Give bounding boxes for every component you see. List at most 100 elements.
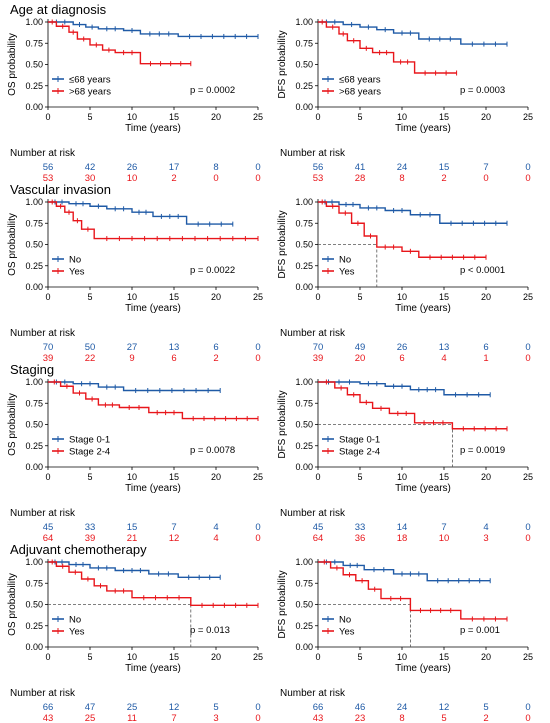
y-axis-label: OS probability [7, 393, 18, 456]
p-value: p = 0.013 [190, 625, 230, 636]
legend-label: No [69, 255, 81, 266]
legend-label: Stage 0-1 [339, 435, 380, 446]
y-tick-label: 0.25 [25, 261, 43, 271]
risk-count: 21 [127, 533, 138, 544]
x-tick-label: 5 [357, 112, 362, 122]
km-panel: Staging 0.00 0.25 0.50 0.75 1.00 0 5 10 15 20 25 Tim… [7, 362, 263, 544]
y-axis-label: OS probability [7, 213, 18, 276]
risk-count: 0 [483, 173, 488, 184]
legend-label: No [339, 615, 351, 626]
y-tick-label: 1.00 [295, 557, 313, 567]
risk-count: 30 [85, 173, 96, 184]
x-tick-label: 25 [253, 472, 263, 482]
x-tick-label: 0 [315, 652, 320, 662]
risk-count: 3 [483, 533, 488, 544]
km-curve-series-1 [48, 381, 221, 392]
p-value: p = 0.0019 [460, 445, 505, 456]
risk-count: 41 [355, 162, 366, 173]
x-tick-label: 25 [253, 292, 263, 302]
risk-count: 6 [171, 353, 176, 364]
x-tick-label: 0 [315, 112, 320, 122]
y-tick-label: 0.75 [295, 218, 313, 228]
x-tick-label: 15 [169, 292, 179, 302]
risk-table-title: Number at risk [280, 688, 346, 699]
risk-count: 4 [213, 522, 218, 533]
risk-count: 0 [525, 342, 530, 353]
risk-count: 33 [355, 522, 366, 533]
km-curve-series-1 [318, 21, 507, 45]
y-tick-label: 1.00 [25, 377, 43, 387]
x-tick-label: 20 [481, 112, 491, 122]
y-axis-label: OS probability [7, 33, 18, 96]
risk-count: 43 [43, 713, 54, 723]
risk-count: 14 [397, 522, 408, 533]
x-tick-label: 20 [481, 652, 491, 662]
y-tick-label: 0.00 [25, 282, 43, 292]
x-tick-label: 10 [397, 112, 407, 122]
risk-count: 70 [313, 342, 324, 353]
x-tick-label: 0 [315, 472, 320, 482]
risk-count: 6 [483, 342, 488, 353]
risk-count: 0 [255, 522, 260, 533]
p-value: p = 0.0002 [190, 85, 235, 96]
risk-count: 0 [525, 353, 530, 364]
x-tick-label: 25 [253, 652, 263, 662]
risk-count: 0 [525, 173, 530, 184]
risk-count: 46 [355, 702, 366, 713]
y-tick-label: 0.25 [25, 441, 43, 451]
y-tick-label: 0.50 [295, 600, 313, 610]
risk-count: 18 [397, 533, 408, 544]
x-axis-label: Time (years) [395, 663, 451, 674]
y-axis-label: DFS probability [277, 570, 288, 638]
y-tick-label: 0.75 [295, 38, 313, 48]
y-tick-label: 0.00 [25, 642, 43, 652]
y-tick-label: 0.00 [295, 462, 313, 472]
x-tick-label: 25 [523, 472, 533, 482]
risk-count: 24 [397, 162, 408, 173]
risk-count: 1 [483, 353, 488, 364]
y-tick-label: 0.25 [295, 621, 313, 631]
x-tick-label: 15 [169, 472, 179, 482]
y-tick-label: 1.00 [25, 197, 43, 207]
risk-count: 23 [355, 713, 366, 723]
risk-count: 5 [483, 702, 488, 713]
x-tick-label: 15 [169, 112, 179, 122]
risk-count: 10 [439, 533, 450, 544]
risk-table-title: Number at risk [10, 328, 76, 339]
x-tick-label: 10 [397, 652, 407, 662]
legend-label: Yes [339, 267, 355, 278]
km-curve-series-1 [318, 561, 491, 582]
km-curve-series-1 [318, 381, 491, 396]
risk-count: 64 [313, 533, 324, 544]
risk-count: 36 [355, 533, 366, 544]
risk-count: 2 [171, 173, 176, 184]
p-value: p < 0.0001 [460, 265, 505, 276]
y-axis-label: DFS probability [277, 390, 288, 458]
risk-count: 27 [127, 342, 138, 353]
x-tick-label: 0 [45, 472, 50, 482]
risk-count: 0 [255, 353, 260, 364]
km-curve-series-2 [318, 561, 507, 620]
x-tick-label: 10 [127, 472, 137, 482]
risk-count: 0 [255, 713, 260, 723]
risk-table-title: Number at risk [10, 688, 76, 699]
risk-count: 4 [483, 522, 488, 533]
risk-count: 3 [213, 713, 218, 723]
km-curve-series-2 [48, 381, 258, 420]
risk-count: 8 [399, 713, 404, 723]
x-tick-label: 5 [87, 292, 92, 302]
risk-count: 0 [255, 162, 260, 173]
legend-label: ≤68 years [69, 75, 111, 86]
y-tick-label: 1.00 [25, 17, 43, 27]
y-tick-label: 1.00 [295, 197, 313, 207]
risk-count: 56 [313, 162, 324, 173]
risk-count: 33 [85, 522, 96, 533]
risk-count: 13 [169, 342, 180, 353]
x-tick-label: 20 [211, 652, 221, 662]
legend-label: No [69, 615, 81, 626]
y-tick-label: 0.75 [25, 578, 43, 588]
x-tick-label: 15 [439, 472, 449, 482]
risk-count: 26 [127, 162, 138, 173]
